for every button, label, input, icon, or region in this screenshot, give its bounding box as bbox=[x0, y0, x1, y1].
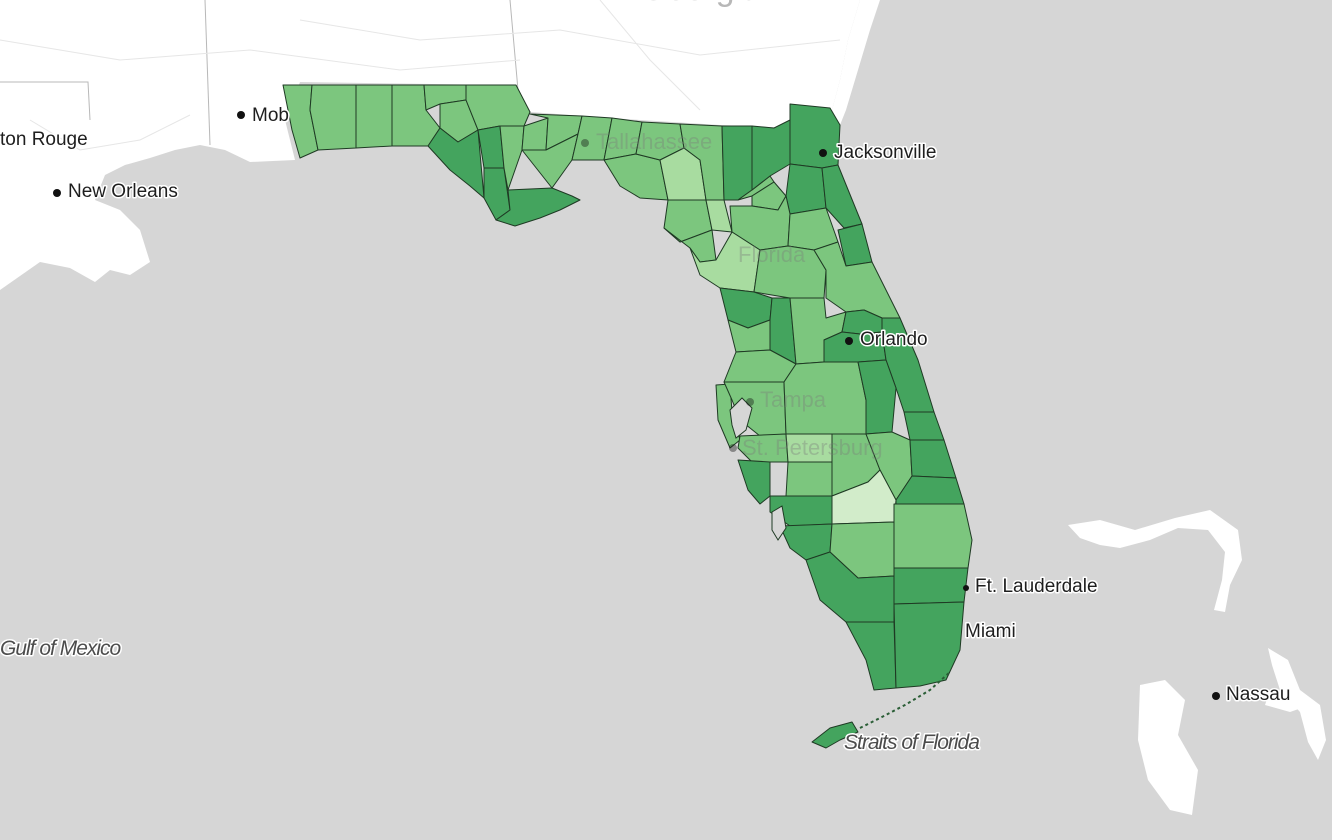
city-dot-new-orleans bbox=[53, 189, 61, 197]
county-hernando[interactable] bbox=[727, 319, 771, 353]
city-label-tallahassee[interactable]: Tallahassee bbox=[596, 129, 712, 154]
county-marion[interactable] bbox=[753, 245, 827, 299]
city-label-st-petersburg[interactable]: St. Petersburg bbox=[742, 435, 883, 460]
land-north bbox=[0, 0, 860, 290]
county-desoto[interactable] bbox=[785, 461, 833, 497]
bahamas-abaco bbox=[1068, 510, 1242, 612]
city-dot-ft-lauderdale bbox=[963, 585, 969, 591]
tampa-bay bbox=[729, 397, 753, 439]
city-dot-orlando bbox=[845, 337, 853, 345]
county-palm-beach[interactable] bbox=[893, 503, 973, 569]
city-label-miami[interactable]: Miami bbox=[964, 620, 1018, 644]
city-dot-jacksonville bbox=[819, 149, 827, 157]
city-label-orlando[interactable]: Orlando bbox=[859, 328, 930, 352]
county-monroe-keys[interactable] bbox=[811, 721, 859, 749]
city-label-ft-lauderdale[interactable]: Ft. Lauderdale bbox=[974, 575, 1100, 599]
city-label-mobile[interactable]: Mob bbox=[251, 104, 291, 128]
city-dot-nassau bbox=[1212, 692, 1220, 700]
county-sarasota[interactable] bbox=[737, 459, 771, 505]
county-wakulla[interactable] bbox=[521, 133, 579, 189]
road-1 bbox=[0, 39, 521, 71]
charlotte-harbor bbox=[771, 505, 787, 541]
county-monroe-mainland[interactable] bbox=[845, 621, 897, 691]
city-label-new-orleans[interactable]: New Orleans bbox=[67, 180, 180, 204]
florida-keys-chain bbox=[859, 671, 951, 729]
county-broward[interactable] bbox=[893, 567, 969, 605]
road-3 bbox=[599, 0, 701, 111]
city-label-jacksonville[interactable]: Jacksonville bbox=[833, 141, 938, 165]
city-label-tampa[interactable]: Tampa bbox=[760, 387, 827, 412]
county-jefferson[interactable] bbox=[571, 115, 613, 161]
county-santa-rosa[interactable] bbox=[309, 84, 357, 151]
bahamas-grand bbox=[1265, 690, 1310, 712]
city-dot-tallahassee bbox=[581, 139, 589, 147]
road-2 bbox=[299, 19, 841, 56]
bahamas-andros bbox=[1138, 680, 1198, 815]
water-label-straits-of-florida: Straits of Florida bbox=[844, 731, 979, 754]
ghost-label-florida: Florida bbox=[738, 242, 806, 267]
water-label-gulf-of-mexico: Gulf of Mexico bbox=[0, 637, 122, 660]
city-dot-st-petersburg bbox=[729, 444, 737, 452]
county-bay[interactable] bbox=[427, 127, 485, 199]
city-dot-tampa bbox=[746, 398, 754, 406]
state-label-georgia: Georgia bbox=[640, 0, 761, 8]
county-duval[interactable] bbox=[789, 103, 841, 169]
state-border-1 bbox=[204, 0, 211, 146]
city-label-baton-rouge[interactable]: ton Rouge bbox=[0, 128, 89, 152]
land-east-strip bbox=[832, 0, 880, 125]
county-franklin[interactable] bbox=[495, 187, 581, 227]
city-dot-mobile bbox=[237, 111, 245, 119]
state-border-2 bbox=[0, 81, 91, 121]
county-liberty[interactable] bbox=[499, 125, 525, 191]
county-okaloosa[interactable] bbox=[355, 84, 393, 149]
road-4 bbox=[29, 114, 191, 151]
county-baker[interactable] bbox=[721, 125, 753, 201]
county-miami-dade[interactable] bbox=[893, 601, 965, 689]
county-clay[interactable] bbox=[785, 163, 827, 215]
county-union[interactable] bbox=[737, 175, 775, 201]
city-label-nassau[interactable]: Nassau bbox=[1225, 683, 1292, 707]
